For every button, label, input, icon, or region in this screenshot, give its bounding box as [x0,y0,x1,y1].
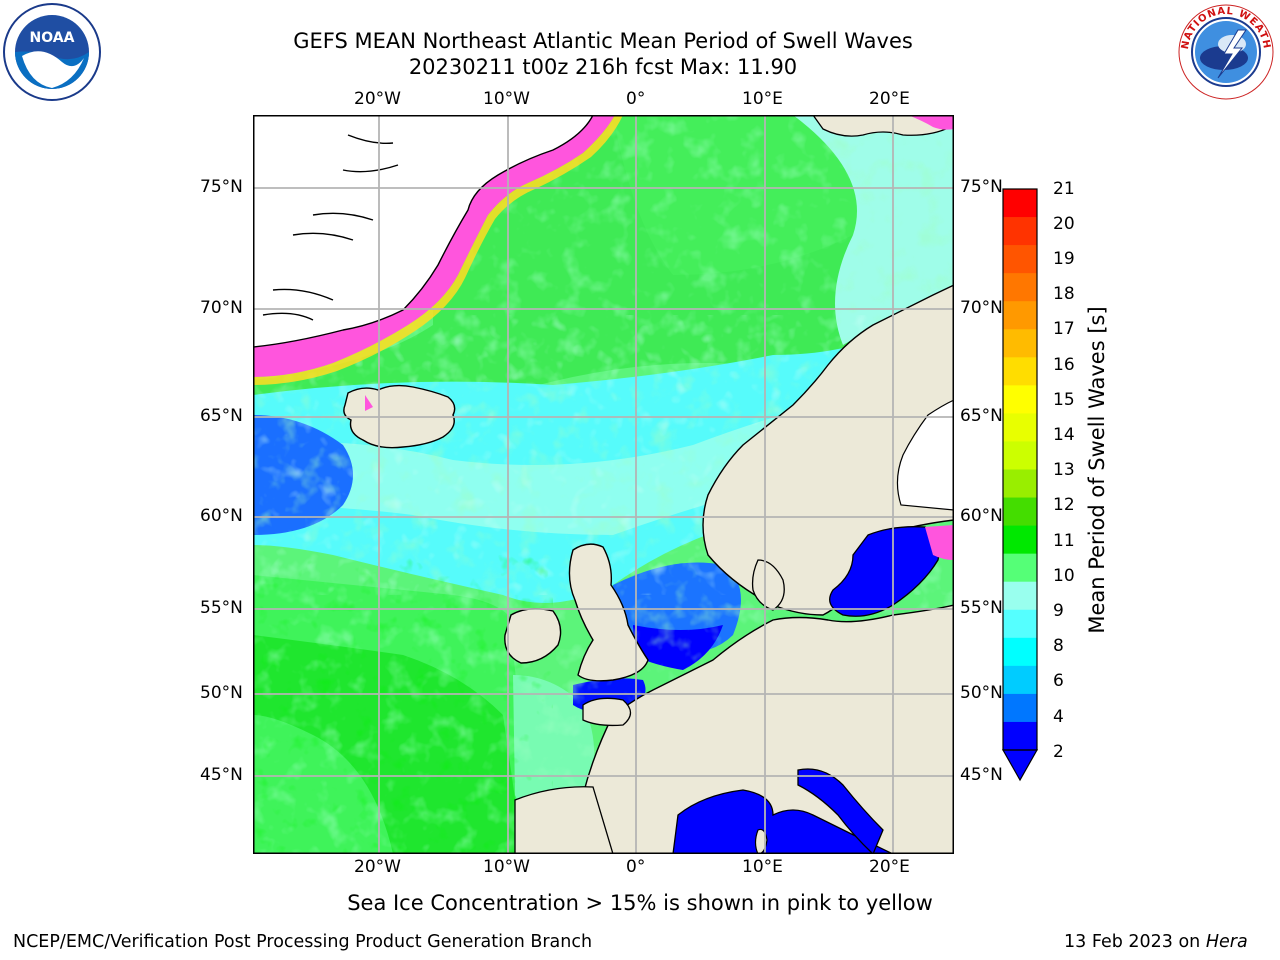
colorbar-tick-18: 18 [1053,284,1075,304]
colorbar-segment [1003,693,1037,723]
colorbar-segment [1003,469,1037,499]
lat-label-left-65n: 65°N [200,406,243,426]
colorbar-segment [1003,329,1037,358]
colorbar-segment [1003,553,1037,583]
colorbar [1001,188,1039,782]
lat-label-right-45n: 45°N [960,765,1003,785]
colorbar-tick-16: 16 [1053,355,1075,375]
lat-label-left-70n: 70°N [200,298,243,318]
lon-label-top-20w: 20°W [354,89,401,109]
caption: Sea Ice Concentration > 15% is shown in … [347,891,933,915]
colorbar-segment [1003,637,1037,667]
lat-label-left-75n: 75°N [200,177,243,197]
lat-label-right-60n: 60°N [960,506,1003,526]
lon-label-top-0: 0° [626,89,646,109]
lat-label-right-75n: 75°N [960,177,1003,197]
colorbar-segment [1003,497,1037,527]
colorbar-segment [1003,721,1037,751]
colorbar-segment [1003,357,1037,386]
colorbar-segment [1003,609,1037,639]
footer-host: Hera [1205,932,1248,952]
lon-label-top-20e: 20°E [869,89,910,109]
colorbar-tick-19: 19 [1053,249,1075,269]
lon-label-top-10w: 10°W [483,89,530,109]
colorbar-tick-2: 2 [1053,742,1064,762]
colorbar-tick-15: 15 [1053,390,1075,410]
colorbar-tick-13: 13 [1053,460,1075,480]
colorbar-segment [1003,245,1037,274]
colorbar-segment [1003,581,1037,611]
lat-label-left-45n: 45°N [200,765,243,785]
colorbar-segment [1003,217,1037,246]
lon-label-bottom-10e: 10°E [742,857,783,877]
title-line-1: GEFS MEAN Northeast Atlantic Mean Period… [293,29,913,53]
colorbar-segment [1003,441,1037,471]
colorbar-label: Mean Period of Swell Waves [s] [1085,306,1109,634]
lon-label-bottom-10w: 10°W [483,857,530,877]
colorbar-tick-9: 9 [1053,601,1064,621]
lon-label-bottom-20w: 20°W [354,857,401,877]
colorbar-segment [1003,525,1037,555]
colorbar-tick-17: 17 [1053,319,1075,339]
colorbar-tick-21: 21 [1053,179,1075,199]
colorbar-segment [1003,273,1037,302]
lat-label-left-55n: 55°N [200,598,243,618]
colorbar-tick-4: 4 [1053,707,1064,727]
colorbar-segment [1003,385,1037,414]
colorbar-tick-10: 10 [1053,566,1075,586]
svg-text:NOAA: NOAA [30,30,75,46]
lon-label-bottom-0: 0° [626,857,646,877]
lon-label-bottom-20e: 20°E [869,857,910,877]
lat-label-right-65n: 65°N [960,406,1003,426]
footer-right: 13 Feb 2023 on Hera [1064,932,1248,952]
colorbar-tick-14: 14 [1053,425,1075,445]
colorbar-tick-8: 8 [1053,636,1064,656]
colorbar-segment [1003,301,1037,330]
colorbar-segment [1003,189,1037,218]
colorbar-tick-12: 12 [1053,495,1075,515]
lat-label-right-55n: 55°N [960,598,1003,618]
colorbar-tick-20: 20 [1053,214,1075,234]
colorbar-segment [1003,413,1037,443]
colorbar-segment [1003,665,1037,695]
colorbar-tick-6: 6 [1053,671,1064,691]
lat-label-right-70n: 70°N [960,298,1003,318]
lat-label-left-60n: 60°N [200,506,243,526]
footer-date: 13 Feb 2023 on [1064,932,1206,952]
lat-label-left-50n: 50°N [200,683,243,703]
lat-label-right-50n: 50°N [960,683,1003,703]
lon-label-top-10e: 10°E [742,89,783,109]
footer-left: NCEP/EMC/Verification Post Processing Pr… [13,932,593,952]
map-panel [253,115,954,854]
noaa-logo-icon: NOAA [3,3,101,101]
title-line-2: 20230211 t00z 216h fcst Max: 11.90 [408,55,798,79]
nws-logo-icon: NATIONAL WEATHER SERVICE [1176,2,1274,100]
colorbar-tick-11: 11 [1053,531,1075,551]
